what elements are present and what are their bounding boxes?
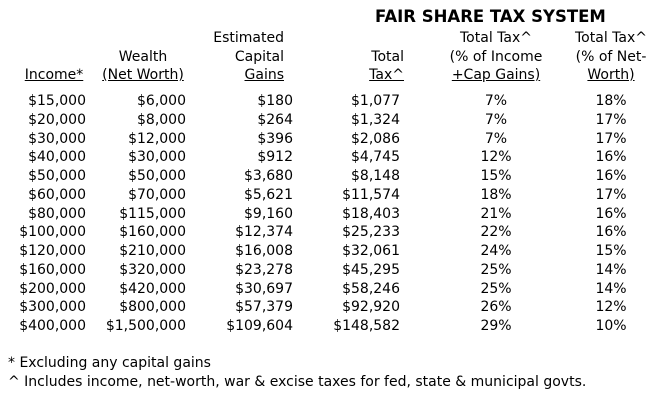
table-cell: 12% (480, 149, 512, 166)
table-cell: $16,008 (235, 243, 293, 259)
table-cell: $8,000 (137, 111, 186, 128)
table-cell: 22% (480, 224, 512, 241)
table-cell: $45,295 (342, 261, 400, 278)
table-cell: $912 (257, 149, 293, 166)
table-cell: $12,374 (235, 224, 293, 241)
table-cell: $300,000 (19, 299, 86, 316)
table-cell: $25,233 (342, 224, 400, 241)
table-cell: $4,745 (351, 149, 400, 166)
table-cell: $109,604 (226, 318, 293, 334)
table-cell: $58,246 (342, 280, 400, 297)
table-cell: $30,000 (128, 149, 186, 166)
table-cell: $160,000 (119, 224, 186, 241)
table-cell: $5,621 (244, 186, 293, 203)
table-cell: $30,000 (28, 130, 86, 147)
table-cell: $20,000 (28, 111, 86, 128)
table-cell: $23,278 (235, 261, 293, 278)
table-cell: $160,000 (19, 261, 86, 278)
column-header: Wealth (118, 48, 168, 65)
table-cell: $210,000 (119, 243, 186, 259)
table-cell: 17% (595, 111, 627, 128)
table-cell: $180 (257, 93, 293, 109)
table-cell: $1,500,000 (105, 318, 186, 334)
footnote: ^ Includes income, net-worth, war & exci… (8, 374, 587, 390)
column-header: Worth) (587, 67, 635, 83)
table-cell: 15% (595, 243, 627, 259)
table-cell: 29% (480, 318, 512, 334)
table-cell: $100,000 (19, 224, 86, 241)
column-header: (% of Income (449, 48, 543, 65)
table-cell: $12,000 (128, 130, 186, 147)
table-cell: $396 (257, 130, 293, 147)
table-cell: 17% (595, 130, 627, 147)
table-cell: $400,000 (19, 318, 86, 334)
table-cell: 16% (595, 149, 627, 166)
table-cell: $6,000 (137, 93, 186, 109)
table-cell: 15% (480, 168, 512, 184)
table-cell: $30,697 (235, 280, 293, 297)
table-cell: $70,000 (128, 186, 186, 203)
column-header: Total (371, 48, 404, 65)
column-header: Gains (244, 67, 284, 83)
table-cell: $8,148 (351, 168, 400, 184)
table-cell: 7% (484, 130, 508, 147)
column-header: Income* (24, 67, 84, 83)
table-cell: $3,680 (244, 168, 293, 184)
table-cell: $320,000 (119, 261, 186, 278)
table-cell: $200,000 (19, 280, 86, 297)
table-cell: $800,000 (119, 299, 186, 316)
table-cell: 18% (480, 186, 512, 203)
title: FAIR SHARE TAX SYSTEM (375, 7, 606, 26)
column-header: (Net Worth) (102, 67, 184, 83)
table-cell: $2,086 (351, 130, 400, 147)
table-cell: $420,000 (119, 280, 186, 297)
column-header: Estimated (213, 30, 284, 46)
table-cell: 10% (595, 318, 627, 334)
column-header: Capital (234, 48, 284, 65)
column-header: Total Tax^ (460, 30, 532, 46)
column-header: Total Tax^ (575, 30, 647, 46)
table-cell: 25% (480, 280, 512, 297)
table-cell: $60,000 (28, 186, 86, 203)
table-cell: 7% (484, 93, 508, 109)
table-cell: $32,061 (342, 243, 400, 259)
table-cell: $115,000 (119, 205, 186, 222)
table-cell: 16% (595, 205, 627, 222)
table-cell: 26% (480, 299, 512, 316)
column-header: +Cap Gains) (451, 67, 541, 83)
table-cell: $80,000 (28, 205, 86, 222)
table-cell: 7% (484, 111, 508, 128)
table-cell: 24% (480, 243, 512, 259)
footnote: * Excluding any capital gains (8, 355, 211, 371)
column-header: (% of Net- (575, 48, 647, 65)
table-cell: $92,920 (342, 299, 400, 316)
table-cell: $50,000 (128, 168, 186, 184)
table-cell: 12% (595, 299, 627, 316)
table-cell: 18% (595, 93, 627, 109)
table-cell: 21% (480, 205, 512, 222)
table-cell: $57,379 (235, 299, 293, 316)
table-cell: 14% (595, 261, 627, 278)
table-cell: $15,000 (28, 93, 86, 109)
table-cell: $264 (257, 111, 293, 128)
table-cell: 17% (595, 186, 627, 203)
table-cell: $18,403 (342, 205, 400, 222)
table-cell: $1,077 (351, 93, 400, 109)
table-cell: 16% (595, 168, 627, 184)
table-cell: $1,324 (351, 111, 400, 128)
table-cell: 14% (595, 280, 627, 297)
table-cell: $120,000 (19, 243, 86, 259)
table-cell: $11,574 (342, 186, 400, 203)
table-cell: $148,582 (333, 318, 400, 334)
table-cell: $9,160 (244, 205, 293, 222)
column-header: Tax^ (369, 67, 404, 83)
table-cell: $50,000 (28, 168, 86, 184)
table-cell: 16% (595, 224, 627, 241)
table-cell: $40,000 (28, 149, 86, 166)
table-cell: 25% (480, 261, 512, 278)
